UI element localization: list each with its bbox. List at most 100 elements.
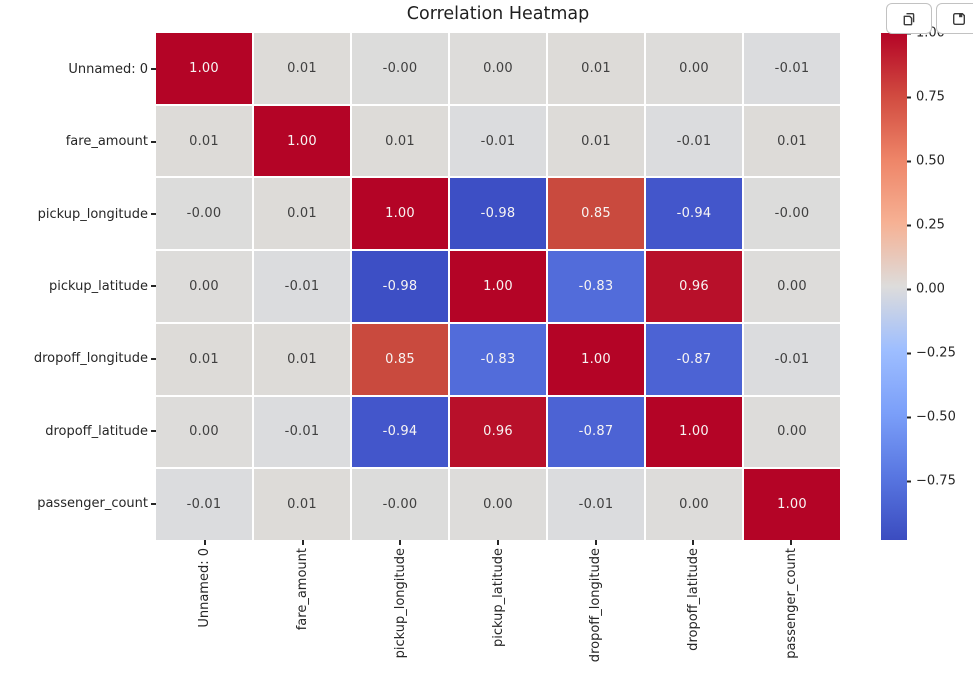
- y-tick: [151, 68, 156, 71]
- heatmap-cell: 1.00: [156, 33, 252, 104]
- heatmap-cell: -0.87: [646, 323, 742, 395]
- colorbar-tick-label: 0.75: [916, 89, 945, 105]
- heatmap-cell: 0.00: [156, 396, 252, 468]
- save-output-button[interactable]: [936, 3, 973, 34]
- y-tick: [151, 430, 156, 433]
- colorbar-tick: [907, 160, 911, 163]
- heatmap-cell: -0.83: [450, 323, 546, 395]
- x-tick: [692, 540, 695, 545]
- x-axis-label: Unnamed: 0: [197, 548, 213, 628]
- y-tick: [151, 357, 156, 360]
- heatmap-cell: 0.01: [352, 105, 448, 177]
- heatmap-cell: 0.01: [548, 105, 644, 177]
- colorbar-gradient: [881, 33, 907, 540]
- x-tick: [497, 540, 500, 545]
- heatmap-cell: -0.01: [744, 323, 840, 395]
- y-tick: [151, 285, 156, 288]
- colorbar-tick: [907, 96, 911, 98]
- y-tick: [151, 502, 156, 505]
- heatmap-cell: -0.01: [548, 469, 644, 540]
- y-axis-label: pickup_latitude: [48, 278, 148, 294]
- y-axis-label: Unnamed: 0: [68, 61, 148, 77]
- heatmap-grid: 1.00 0.01 -0.00 0.00 0.01 0.00 -0.01 0.01 1.00 0.…: [156, 33, 840, 540]
- x-axis-label: pickup_latitude: [490, 548, 506, 648]
- heatmap-cell: -0.98: [352, 251, 448, 322]
- y-axis-label: fare_amount: [65, 134, 148, 150]
- colorbar-tick: [907, 224, 911, 227]
- x-axis-label: passenger_count: [783, 548, 799, 659]
- heatmap-cell: -0.00: [744, 178, 840, 250]
- x-tick: [594, 540, 597, 545]
- heatmap-cell: 1.00: [352, 178, 448, 250]
- x-axis: Unnamed: 0 fare_amount pickup_longitude pic…: [156, 540, 840, 692]
- heatmap-cell: 0.01: [254, 33, 350, 104]
- heatmap-cell: 0.00: [450, 469, 546, 540]
- x-tick: [203, 540, 206, 545]
- heatmap-cell: 0.01: [254, 469, 350, 540]
- y-tick: [151, 213, 156, 216]
- chart-title: Correlation Heatmap: [406, 4, 590, 24]
- heatmap-cell: -0.01: [254, 396, 350, 468]
- heatmap-cell: -0.01: [156, 469, 252, 540]
- colorbar-tick: [907, 352, 911, 355]
- heatmap-cell: -0.00: [156, 178, 252, 250]
- y-axis-label: passenger_count: [37, 496, 148, 512]
- heatmap-cell: -0.00: [352, 33, 448, 104]
- colorbar: 1.00 0.75 0.50 0.25 0.00 −0.25 −0.50 −0.75: [881, 26, 956, 540]
- heatmap-cell: -0.01: [744, 33, 840, 104]
- colorbar-tick-label: −0.50: [916, 409, 956, 425]
- heatmap-cell: 1.00: [548, 323, 644, 395]
- heatmap-cell: 1.00: [646, 396, 742, 468]
- heatmap-cell: 0.00: [450, 33, 546, 104]
- heatmap-cell: -0.83: [548, 251, 644, 322]
- colorbar-tick-label: 0.00: [916, 281, 945, 297]
- colorbar-tick-label: −0.25: [916, 345, 956, 361]
- heatmap-cell: 0.01: [156, 105, 252, 177]
- heatmap-cell: 0.85: [548, 178, 644, 250]
- copy-output-button[interactable]: [886, 3, 932, 34]
- colorbar-tick: [907, 416, 911, 419]
- heatmap-cell: 0.00: [744, 396, 840, 468]
- colorbar-tick: [907, 288, 911, 291]
- heatmap-cell: -0.94: [646, 178, 742, 250]
- heatmap-cell: 1.00: [450, 251, 546, 322]
- heatmap-cell: -0.98: [450, 178, 546, 250]
- heatmap-cell: 0.96: [646, 251, 742, 322]
- colorbar-tick-label: 0.50: [916, 153, 945, 169]
- y-axis-label: dropoff_longitude: [33, 351, 148, 367]
- heatmap-cell: -0.01: [254, 251, 350, 322]
- heatmap-cell: 0.01: [254, 178, 350, 250]
- heatmap-cell: 0.01: [744, 105, 840, 177]
- output-toolbar: [886, 3, 973, 34]
- heatmap-cell: 0.85: [352, 323, 448, 395]
- heatmap-cell: -0.94: [352, 396, 448, 468]
- heatmap-cell: 0.01: [548, 33, 644, 104]
- copy-icon: [903, 12, 915, 25]
- x-tick: [790, 540, 793, 545]
- x-axis-label: fare_amount: [295, 548, 311, 631]
- y-tick: [151, 140, 156, 143]
- colorbar-tick: [907, 480, 911, 483]
- heatmap-cell: 0.01: [156, 323, 252, 395]
- heatmap-cell: 0.01: [254, 323, 350, 395]
- colorbar-tick-label: 0.25: [916, 217, 945, 233]
- heatmap-cell: 1.00: [254, 105, 350, 177]
- x-axis-label: pickup_longitude: [392, 548, 408, 659]
- heatmap-cell: 0.00: [646, 33, 742, 104]
- heatmap-cell: 0.00: [156, 251, 252, 322]
- heatmap-cell: 0.00: [646, 469, 742, 540]
- y-axis-label: pickup_longitude: [37, 206, 148, 222]
- heatmap-cell: 0.96: [450, 396, 546, 468]
- x-tick: [301, 540, 304, 545]
- heatmap-cell: -0.87: [548, 396, 644, 468]
- x-axis-label: dropoff_longitude: [588, 548, 604, 663]
- y-axis-label: dropoff_latitude: [45, 423, 148, 439]
- heatmap-cell: 1.00: [744, 469, 840, 540]
- heatmap-cell: -0.01: [646, 105, 742, 177]
- heatmap-cell: -0.01: [450, 105, 546, 177]
- x-axis-label: dropoff_latitude: [685, 548, 701, 651]
- x-tick: [399, 540, 402, 545]
- heatmap-cell: 0.00: [744, 251, 840, 322]
